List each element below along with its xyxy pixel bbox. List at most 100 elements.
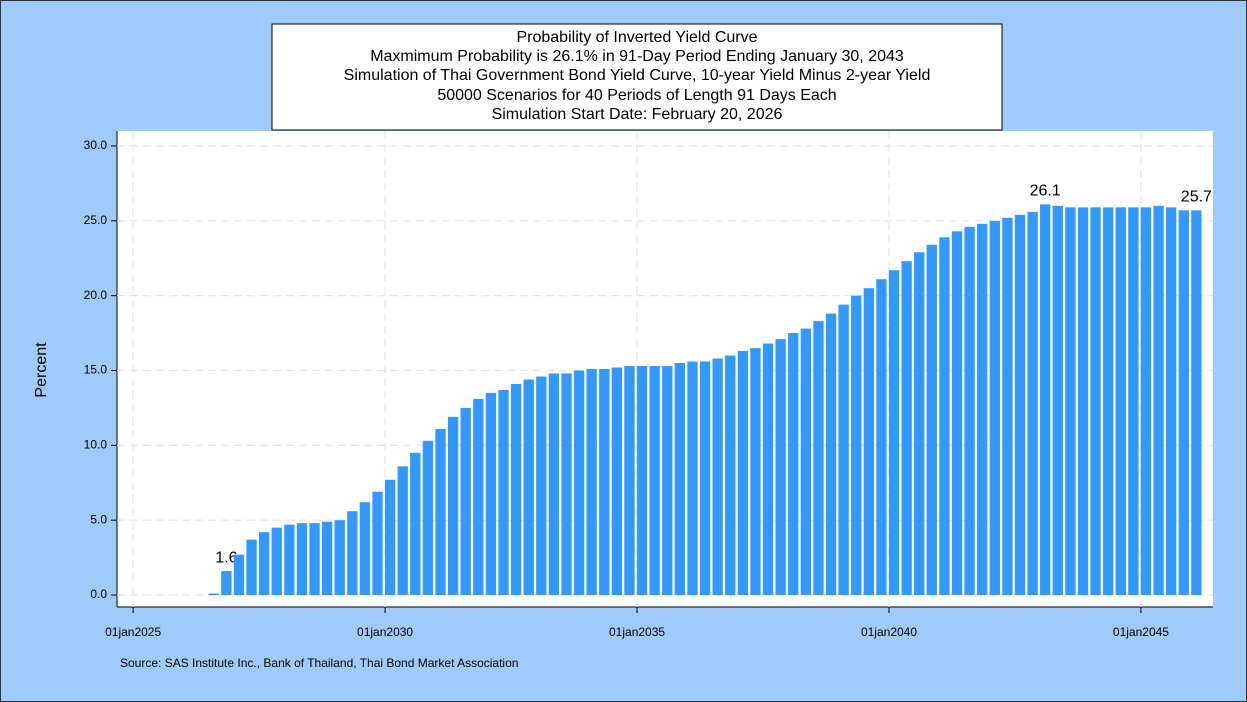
bar — [737, 351, 749, 596]
bar — [687, 361, 698, 596]
bar — [221, 571, 232, 596]
bar — [359, 502, 371, 596]
bar — [674, 363, 686, 596]
bar — [460, 407, 471, 596]
bar — [523, 379, 534, 596]
y-tick-label: 20.0 — [84, 288, 108, 302]
subtitle: Maxmimum Probability is 26.1% in 91-Day … — [370, 48, 904, 65]
bar — [1153, 205, 1164, 596]
value-label: 25.7 — [1181, 189, 1212, 206]
bar — [435, 428, 446, 596]
bar — [662, 366, 673, 596]
bar — [1103, 207, 1114, 596]
bar — [951, 231, 963, 596]
bar — [989, 220, 1000, 596]
bar — [775, 339, 786, 596]
bar — [258, 532, 270, 596]
bar — [422, 440, 434, 596]
bar — [1027, 211, 1038, 596]
bar — [825, 313, 837, 596]
subtitle: Simulation Start Date: February 20, 2026 — [492, 106, 783, 123]
bar — [208, 593, 219, 596]
bar — [649, 366, 660, 596]
bar — [321, 521, 333, 596]
bar — [1065, 207, 1076, 596]
bar — [624, 366, 635, 596]
bar — [271, 527, 282, 596]
bar — [1014, 214, 1026, 596]
bar — [1191, 210, 1202, 596]
x-tick-label: 01jan2040 — [861, 625, 917, 639]
bar — [397, 466, 408, 596]
bar — [813, 321, 824, 596]
bar — [573, 370, 585, 596]
bar — [901, 261, 912, 596]
value-label: 1.6 — [215, 549, 237, 566]
bar — [876, 279, 887, 596]
bar — [1115, 207, 1126, 596]
bar — [1090, 207, 1101, 596]
bar — [1002, 217, 1013, 596]
bar — [586, 369, 597, 596]
bar — [964, 226, 975, 596]
subtitle: 50000 Scenarios for 40 Periods of Length… — [437, 87, 836, 104]
bar — [410, 452, 421, 596]
source-note: Source: SAS Institute Inc., Bank of Thai… — [120, 656, 518, 670]
bar — [863, 288, 874, 596]
bar — [977, 223, 988, 596]
bar — [750, 348, 761, 596]
bar — [498, 389, 509, 596]
bar — [485, 392, 497, 596]
bar — [636, 366, 648, 596]
title-box — [271, 23, 1003, 131]
value-label: 26.1 — [1030, 183, 1061, 200]
bar — [284, 524, 295, 596]
bar — [1128, 207, 1139, 596]
subtitle: Simulation of Thai Government Bond Yield… — [344, 67, 931, 84]
bar — [447, 416, 459, 596]
bar — [914, 252, 925, 596]
x-tick-label: 01jan2035 — [609, 625, 665, 639]
bar — [548, 373, 560, 596]
bar — [246, 539, 257, 596]
bar — [309, 523, 320, 596]
bar — [788, 333, 799, 596]
y-tick-label: 15.0 — [84, 363, 108, 377]
bar — [296, 523, 308, 596]
bar — [233, 554, 245, 596]
y-axis-label: Percent — [33, 342, 50, 398]
bar — [510, 383, 522, 596]
bar — [888, 270, 900, 596]
bar — [800, 328, 812, 596]
bar — [851, 295, 862, 596]
bar — [838, 304, 849, 596]
bar — [699, 361, 711, 596]
bar — [372, 491, 383, 596]
bar — [599, 369, 610, 596]
bar — [725, 355, 736, 596]
bar — [1040, 204, 1051, 596]
y-tick-label: 25.0 — [84, 213, 108, 227]
chart-title: Probability of Inverted Yield Curve — [516, 29, 757, 46]
bar — [334, 520, 345, 596]
bar — [1140, 207, 1152, 596]
x-tick-label: 01jan2025 — [105, 625, 161, 639]
y-tick-label: 30.0 — [84, 138, 108, 152]
bar — [611, 367, 623, 596]
bar — [939, 237, 950, 596]
bar — [762, 343, 774, 596]
bar — [561, 373, 572, 596]
bar — [384, 479, 396, 596]
bar — [1166, 207, 1177, 596]
y-tick-label: 5.0 — [90, 512, 107, 526]
bar — [926, 244, 937, 596]
bar — [1077, 207, 1089, 596]
bar — [712, 358, 723, 596]
y-tick-label: 10.0 — [84, 438, 108, 452]
bar — [536, 376, 547, 596]
x-tick-label: 01jan2045 — [1113, 625, 1169, 639]
y-tick-label: 0.0 — [90, 587, 107, 601]
x-tick-label: 01jan2030 — [357, 625, 413, 639]
bar — [347, 511, 358, 596]
